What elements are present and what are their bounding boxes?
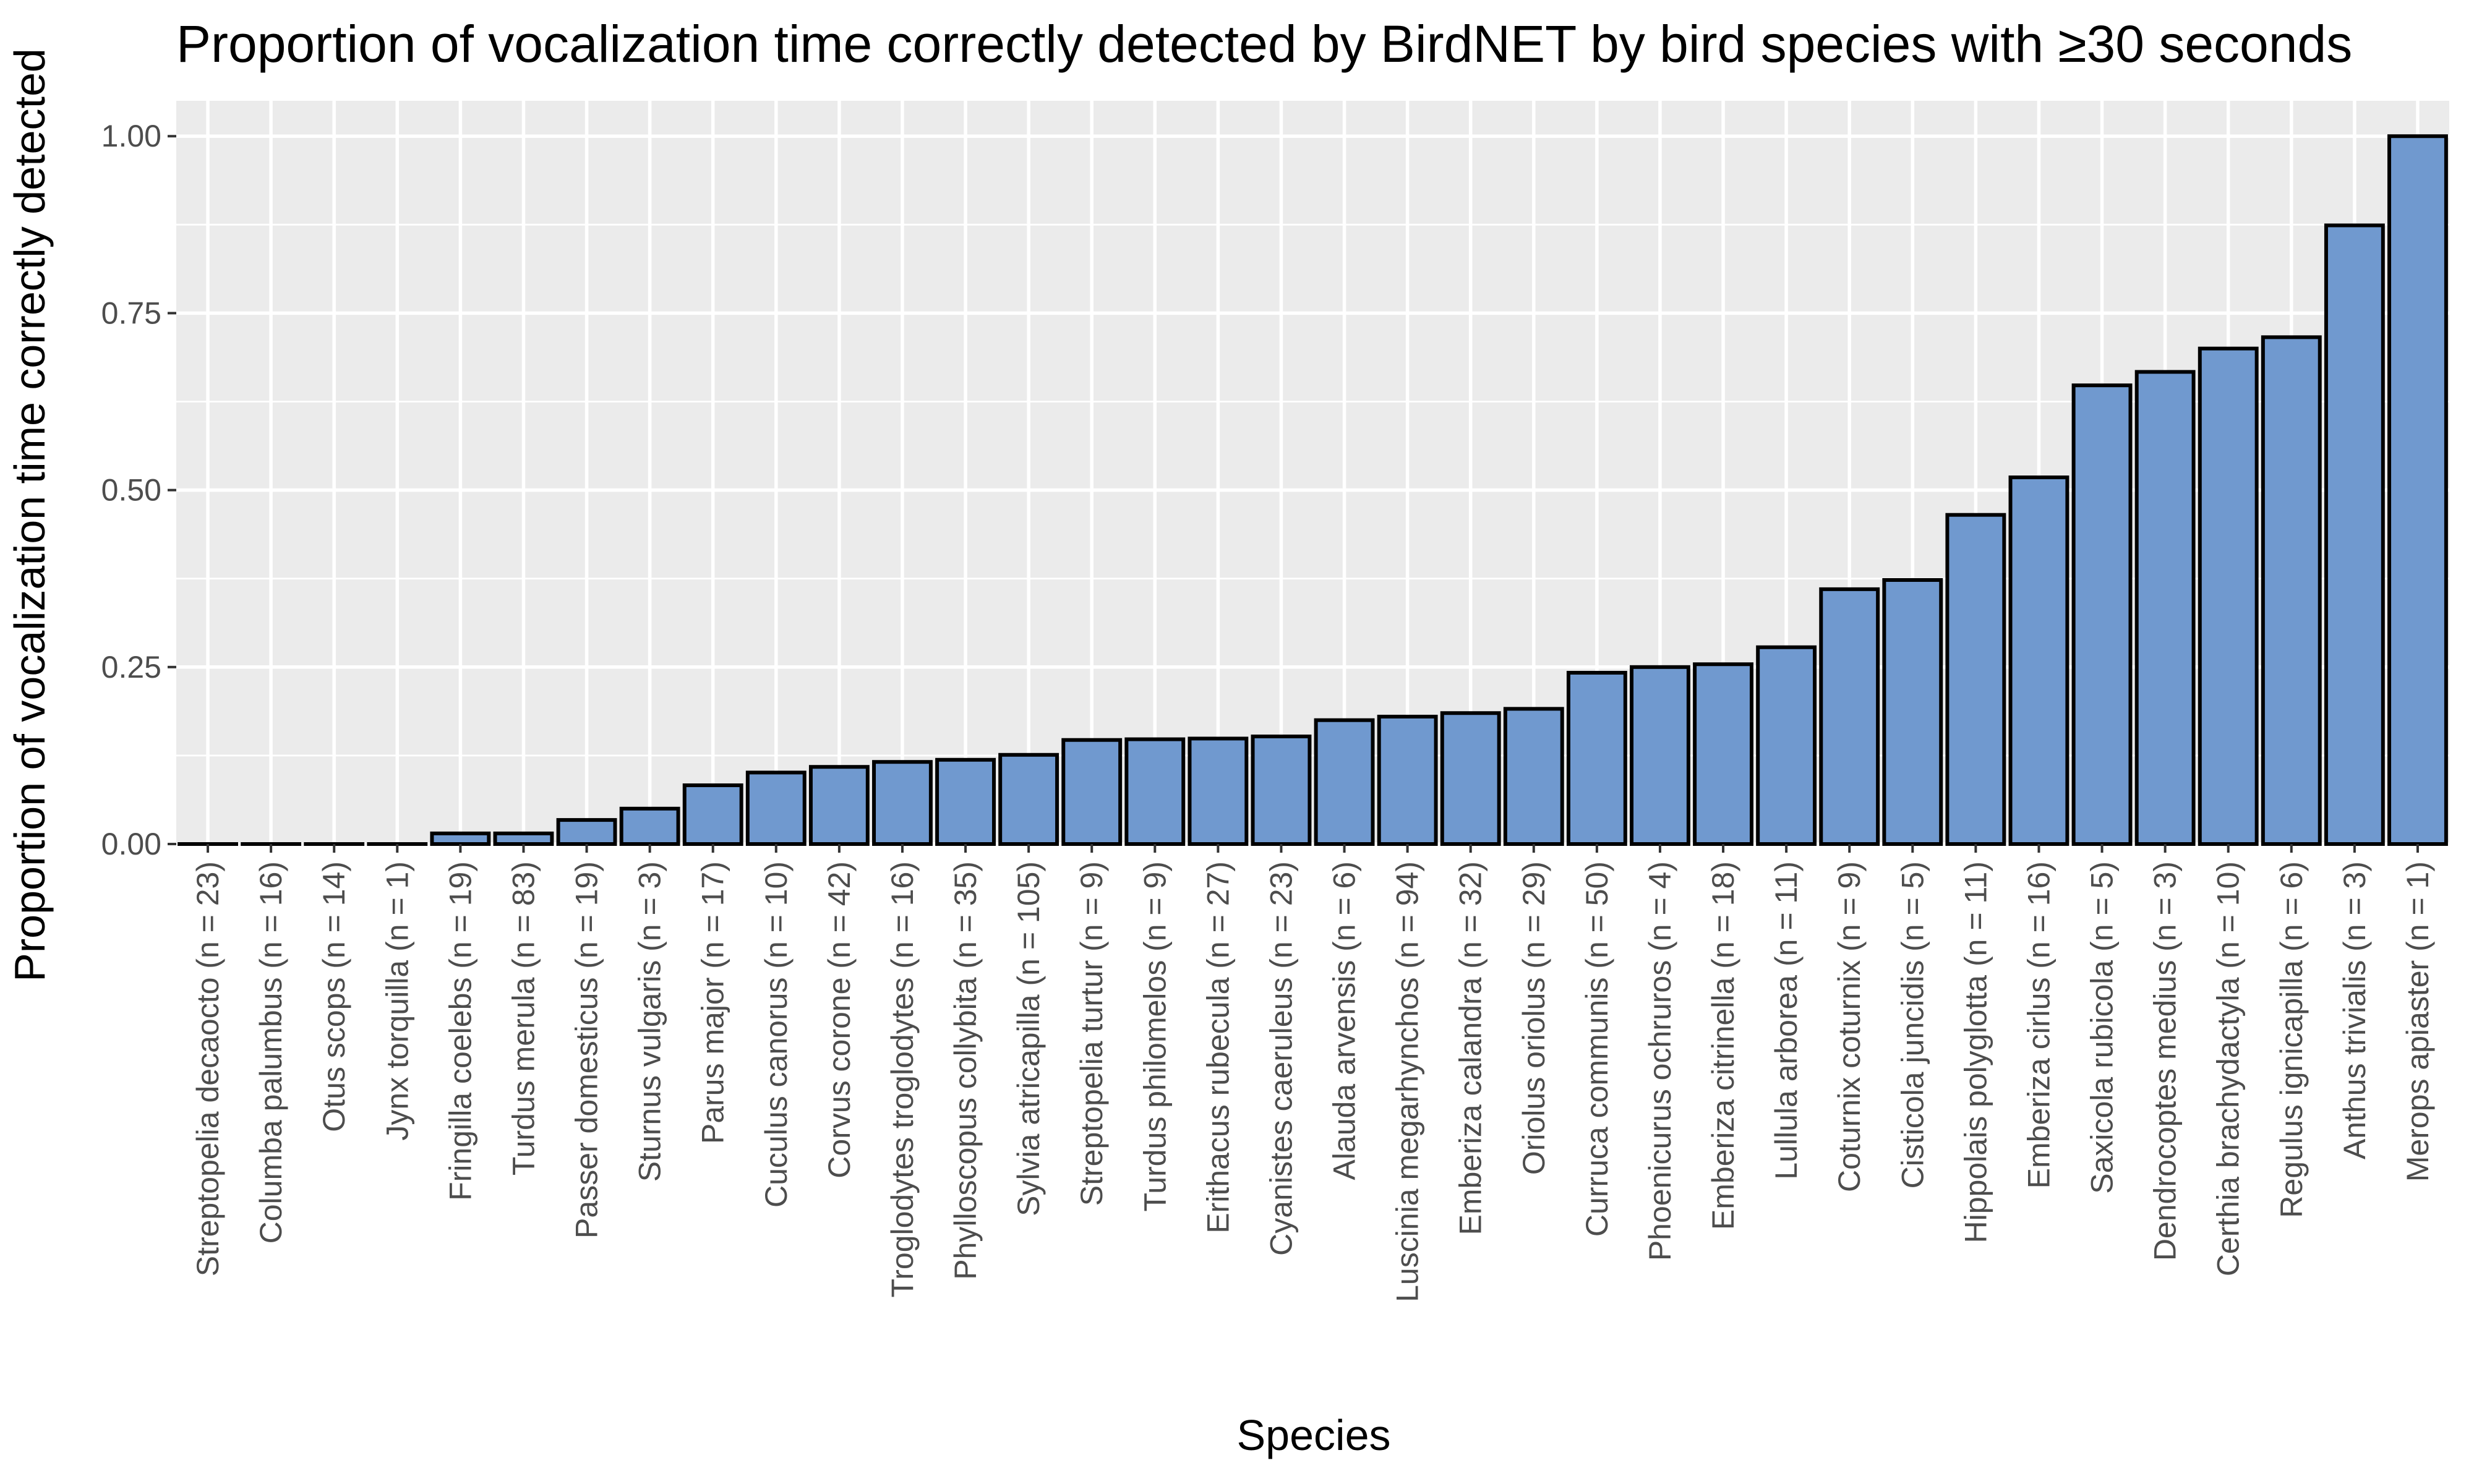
y-tick-label: 0.25 — [101, 650, 161, 684]
x-tick-label: Emberiza calandra (n = 32) — [1453, 861, 1488, 1235]
x-tick-label: Passer domesticus (n = 19) — [570, 861, 604, 1239]
bar — [2387, 134, 2448, 846]
bar — [1945, 513, 2006, 846]
x-tick-label: Turdus philomelos (n = 9) — [1137, 861, 1172, 1211]
x-tick-label: Fringilla coelebs (n = 19) — [443, 861, 477, 1201]
x-tick-label: Corvus corone (n = 42) — [822, 861, 857, 1179]
x-tick-label: Regulus ignicapilla (n = 6) — [2274, 861, 2309, 1218]
x-tick-label: Alauda arvensis (n = 6) — [1327, 861, 1362, 1180]
x-tick-label: Sturnus vulgaris (n = 3) — [633, 861, 667, 1182]
x-tick-label: Coturnix coturnix (n = 9) — [1832, 861, 1867, 1192]
x-tick-label: Troglodytes troglodytes (n = 16) — [885, 861, 920, 1297]
bar — [1440, 711, 1501, 846]
bar — [1882, 578, 1943, 846]
bar — [1756, 645, 1817, 846]
x-tick-label: Emberiza citrinella (n = 18) — [1706, 861, 1740, 1230]
x-tick-label: Lullula arborea (n = 11) — [1769, 861, 1804, 1180]
bar — [1314, 718, 1375, 846]
x-tick-label: Erithacus rubecula (n = 27) — [1201, 861, 1235, 1234]
x-tick-label: Anthus trivialis (n = 3) — [2337, 861, 2372, 1159]
bar — [2134, 370, 2196, 846]
x-tick-label: Hippolais polyglotta (n = 11) — [1958, 861, 1993, 1243]
bar — [1251, 734, 1312, 846]
y-tick-label: 0.75 — [101, 296, 161, 330]
bar — [2261, 335, 2322, 846]
chart-title: Proportion of vocalization time correctl… — [176, 15, 2352, 73]
y-axis-title: Proportion of vocalization time correctl… — [6, 48, 54, 982]
y-tick-label: 0.50 — [101, 473, 161, 508]
x-tick-label: Turdus merula (n = 83) — [506, 861, 541, 1175]
bar — [808, 765, 870, 846]
bars — [178, 134, 2448, 846]
bar — [2008, 475, 2070, 846]
x-tick-label: Streptopelia turtur (n = 9) — [1074, 861, 1109, 1206]
bar — [1819, 587, 1880, 846]
x-tick-label: Oriolus oriolus (n = 29) — [1517, 861, 1551, 1175]
bar — [872, 760, 933, 846]
x-tick-label: Certhia brachydactyla (n = 10) — [2211, 861, 2246, 1276]
bar — [619, 806, 680, 846]
x-tick-label: Jynx torquilla (n = 1) — [380, 861, 414, 1141]
x-tick-label: Luscinia megarhynchos (n = 94) — [1390, 861, 1425, 1302]
x-tick-label: Cuculus canorus (n = 10) — [759, 861, 794, 1208]
y-axis: 0.00 0.25 0.50 0.75 1.00 — [101, 119, 176, 861]
x-tick-label: Phylloscopus collybita (n = 35) — [948, 861, 983, 1280]
bar — [493, 831, 554, 846]
bar — [745, 770, 807, 846]
x-tick-label: Cisticola juncidis (n = 5) — [1895, 861, 1930, 1188]
y-tick-label: 1.00 — [101, 119, 161, 153]
x-tick-label: Columba palumbus (n = 16) — [254, 861, 288, 1243]
x-tick-label: Curruca communis (n = 50) — [1580, 861, 1614, 1237]
bar — [1377, 714, 1438, 846]
x-tick-label: Dendrocoptes medius (n = 3) — [2148, 861, 2183, 1261]
bar — [1693, 662, 1753, 846]
bar — [1124, 737, 1186, 846]
bar — [2324, 223, 2385, 846]
bar — [998, 753, 1059, 846]
bar — [682, 783, 743, 846]
bar — [1566, 670, 1627, 846]
x-tick-label: Otus scops (n = 14) — [317, 861, 351, 1132]
x-tick-label: Saxicola rubicola (n = 5) — [2085, 861, 2120, 1194]
x-tick-label: Merops apiaster (n = 1) — [2400, 861, 2435, 1182]
x-tick-label: Sylvia atricapilla (n = 105) — [1011, 861, 1046, 1216]
bar — [1188, 736, 1249, 846]
bar — [935, 757, 996, 846]
bar — [430, 831, 491, 846]
bar — [2198, 346, 2259, 846]
x-tick-label: Streptopelia decaocto (n = 23) — [190, 861, 225, 1276]
bar — [1503, 707, 1564, 846]
x-axis: Streptopelia decaocto (n = 23) Columba pa… — [190, 844, 2435, 1302]
y-tick-label: 0.00 — [101, 827, 161, 861]
bar — [1630, 665, 1690, 846]
bar — [2071, 383, 2133, 846]
x-tick-label: Emberiza cirlus (n = 16) — [2021, 861, 2056, 1188]
x-tick-label: Cyanistes caeruleus (n = 23) — [1264, 861, 1298, 1256]
x-tick-label: Parus major (n = 17) — [696, 861, 730, 1144]
bar — [556, 818, 617, 846]
x-tick-label: Phoenicurus ochruros (n = 4) — [1643, 861, 1677, 1261]
x-axis-title: Species — [1236, 1411, 1390, 1459]
bar — [1061, 738, 1123, 846]
